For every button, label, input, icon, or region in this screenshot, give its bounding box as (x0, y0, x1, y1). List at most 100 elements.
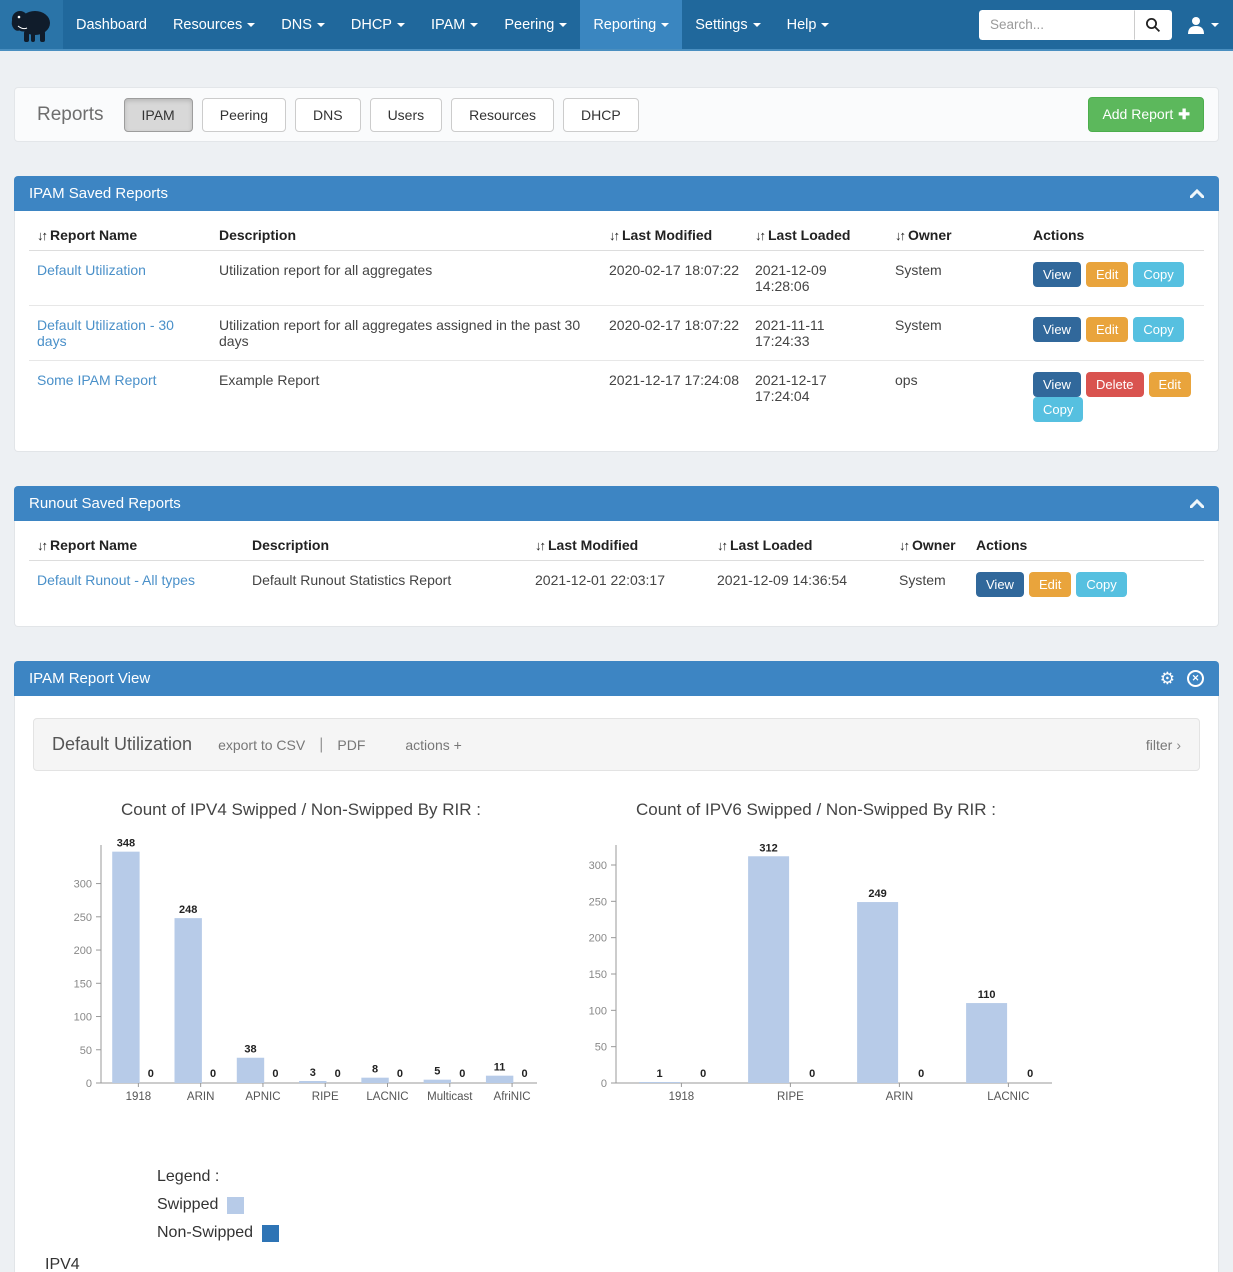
svg-text:1: 1 (657, 1068, 663, 1080)
chart-legend: Legend : SwippedNon-Swipped (157, 1168, 1204, 1242)
report-type-tabs: IPAM Peering DNS UsersResources DHCP (124, 98, 648, 132)
last-loaded: 2021-12-09 14:36:54 (709, 561, 891, 609)
export-pdf-link[interactable]: PDF (337, 737, 365, 753)
nav-item-label: Resources (173, 17, 242, 33)
row-actions: ViewDeleteEdit Copy (1025, 361, 1204, 434)
column-header-owner[interactable]: ↓↑Owner (887, 217, 1025, 251)
row-actions: ViewEditCopy (968, 561, 1204, 609)
collapse-chevron-icon[interactable] (1190, 189, 1204, 198)
column-header-last-loaded[interactable]: ↓↑Last Loaded (709, 527, 891, 561)
nav-item-settings[interactable]: Settings (682, 0, 773, 49)
copy-button[interactable]: Copy (1133, 317, 1183, 342)
nav-item-reporting[interactable]: Reporting (580, 0, 682, 49)
edit-button[interactable]: Edit (1029, 572, 1071, 597)
ipam-report-view-header: IPAM Report View ⚙ ✕ (14, 661, 1219, 696)
nav-item-dashboard[interactable]: Dashboard (63, 0, 160, 49)
delete-button[interactable]: Delete (1086, 372, 1144, 397)
close-icon[interactable]: ✕ (1187, 670, 1204, 687)
panel-title: IPAM Report View (29, 670, 150, 687)
actions-menu[interactable]: actions + (405, 737, 461, 753)
svg-text:11: 11 (494, 1062, 506, 1074)
add-report-button[interactable]: Add Report✚ (1088, 97, 1204, 132)
ipam-saved-reports-table: ↓↑Report NameDescription↓↑Last Modified↓… (29, 217, 1204, 433)
last-loaded: 2021-11-11 17:24:33 (747, 306, 887, 361)
tab-dhcp[interactable]: DHCP (563, 98, 639, 132)
nav-item-help[interactable]: Help (774, 0, 843, 49)
nav-item-label: Settings (695, 17, 747, 33)
report-name-link[interactable]: Some IPAM Report (37, 372, 157, 388)
report-name-link[interactable]: Default Utilization - 30 days (37, 317, 174, 349)
nav-item-resources[interactable]: Resources (160, 0, 268, 49)
sort-icon: ↓↑ (717, 538, 726, 553)
gear-icon[interactable]: ⚙ (1160, 670, 1175, 687)
chevron-down-icon (317, 23, 325, 27)
view-button[interactable]: View (976, 572, 1024, 597)
report-owner: System (891, 561, 968, 609)
user-menu[interactable] (1186, 15, 1219, 35)
svg-text:0: 0 (521, 1068, 527, 1080)
last-modified: 2021-12-17 17:24:08 (601, 361, 747, 434)
nav-item-dhcp[interactable]: DHCP (338, 0, 418, 49)
svg-text:1918: 1918 (669, 1091, 695, 1103)
report-description: Example Report (211, 361, 601, 434)
chevron-down-icon (661, 23, 669, 27)
search-input[interactable] (979, 10, 1134, 40)
search-button[interactable] (1134, 10, 1172, 40)
column-header-report-name[interactable]: ↓↑Report Name (29, 217, 211, 251)
svg-text:150: 150 (589, 969, 607, 981)
report-view-toolbar: Default Utilization export to CSV | PDF … (33, 718, 1200, 771)
last-loaded: 2021-12-09 14:28:06 (747, 251, 887, 306)
nav-item-label: Dashboard (76, 17, 147, 33)
filter-toggle[interactable]: filter› (1146, 737, 1181, 753)
svg-text:ARIN: ARIN (187, 1091, 214, 1103)
nav-item-ipam[interactable]: IPAM (418, 0, 491, 49)
table-row: Some IPAM Report Example Report2021-12-17… (29, 361, 1204, 434)
table-row: Default Utilization - 30 daysUtilization… (29, 306, 1204, 361)
nav-item-peering[interactable]: Peering (491, 0, 580, 49)
svg-text:Count of IPV6 Swipped / Non-Sw: Count of IPV6 Swipped / Non-Swipped By R… (636, 800, 996, 819)
column-header-last-modified[interactable]: ↓↑Last Modified (527, 527, 709, 561)
ipam-saved-reports-panel: IPAM Saved Reports ↓↑Report NameDescript… (14, 176, 1219, 452)
user-caret-icon (1211, 23, 1219, 27)
report-name-link[interactable]: Default Runout - All types (37, 572, 195, 588)
report-description: Utilization report for all aggregates (211, 251, 601, 306)
runout-saved-reports-table: ↓↑Report NameDescription↓↑Last Modified↓… (29, 527, 1204, 608)
reports-toolbar: Reports IPAMPeeringDNSUsersResourcesDHCP… (14, 87, 1219, 142)
tab-peering[interactable]: Peering (202, 98, 286, 132)
legend-item-label: Swipped (157, 1196, 218, 1214)
legend-item: Swipped (157, 1196, 1204, 1214)
svg-text:0: 0 (918, 1068, 924, 1080)
edit-button[interactable]: Edit (1086, 262, 1128, 287)
top-navbar: Dashboard Resources DNSDHCPIPAMPeeringRepo… (0, 0, 1233, 51)
panel-title: Runout Saved Reports (29, 495, 181, 512)
collapse-chevron-icon[interactable] (1190, 499, 1204, 508)
sort-icon: ↓↑ (899, 538, 908, 553)
svg-text:0: 0 (700, 1068, 706, 1080)
svg-text:0: 0 (148, 1068, 154, 1080)
svg-text:348: 348 (117, 838, 135, 850)
nav-item-dns[interactable]: DNS (268, 0, 338, 49)
view-button[interactable]: View (1033, 317, 1081, 342)
sort-icon: ↓↑ (535, 538, 544, 553)
export-csv-link[interactable]: export to CSV (218, 737, 305, 753)
copy-button[interactable]: Copy (1033, 397, 1083, 422)
report-description: Default Runout Statistics Report (244, 561, 527, 609)
copy-button[interactable]: Copy (1076, 572, 1126, 597)
copy-button[interactable]: Copy (1133, 262, 1183, 287)
edit-button[interactable]: Edit (1086, 317, 1128, 342)
edit-button[interactable]: Edit (1149, 372, 1191, 397)
tab-ipam[interactable]: IPAM (124, 98, 193, 132)
tab-users[interactable]: Users (370, 98, 443, 132)
view-button[interactable]: View (1033, 372, 1081, 397)
column-header-owner[interactable]: ↓↑Owner (891, 527, 968, 561)
tab-resources[interactable]: Resources (451, 98, 554, 132)
column-header-report-name[interactable]: ↓↑Report Name (29, 527, 244, 561)
plus-icon: ✚ (1178, 106, 1190, 122)
column-header-last-loaded[interactable]: ↓↑Last Loaded (747, 217, 887, 251)
app-logo[interactable] (0, 0, 63, 49)
report-name-link[interactable]: Default Utilization (37, 262, 146, 278)
tab-dns[interactable]: DNS (295, 98, 361, 132)
column-header-description: Description (244, 527, 527, 561)
view-button[interactable]: View (1033, 262, 1081, 287)
column-header-last-modified[interactable]: ↓↑Last Modified (601, 217, 747, 251)
